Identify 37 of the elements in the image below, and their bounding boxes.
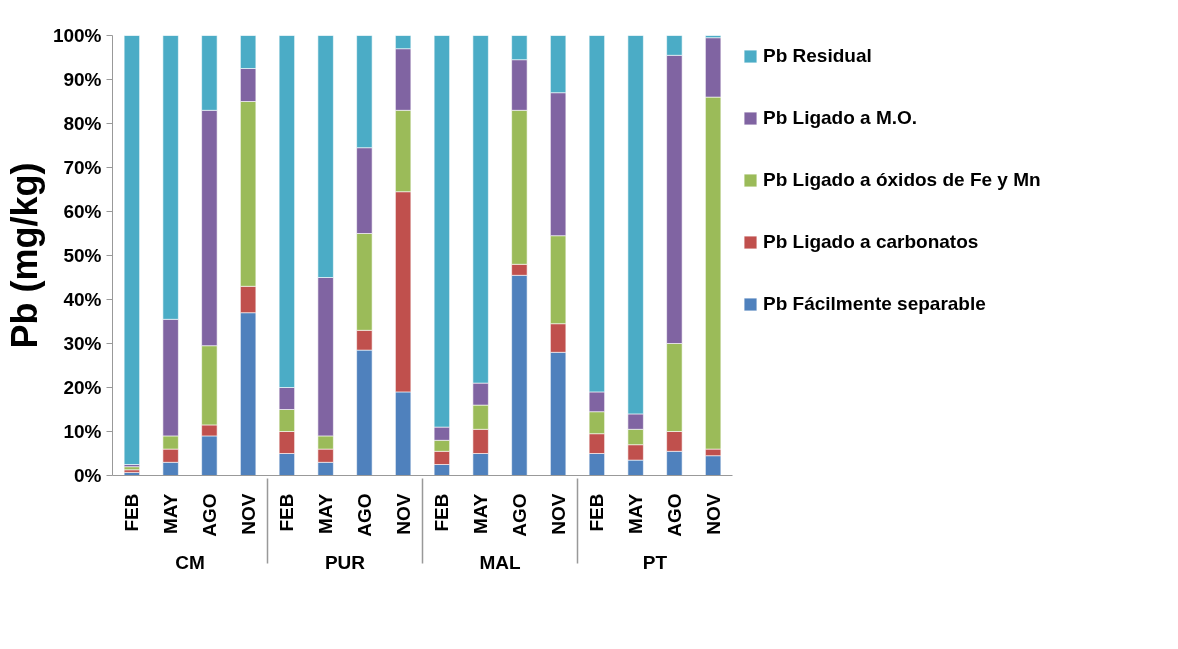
y-axis-title: Pb (mg/kg) <box>3 162 45 349</box>
y-tick-label: 90% <box>63 69 102 90</box>
y-tick-label: 60% <box>63 201 102 222</box>
x-tick-label: MAY <box>315 493 337 534</box>
x-tick-label: AGO <box>508 493 530 537</box>
y-tick-label: 30% <box>63 333 102 354</box>
x-tick-label: NOV <box>547 493 569 535</box>
y-tick-label: 70% <box>63 157 102 178</box>
text: PT <box>642 551 668 573</box>
y-tick-label: 40% <box>63 289 102 310</box>
x-tick-label: FEB <box>276 493 298 532</box>
y-tick-label: 10% <box>63 421 102 442</box>
legend-label: Pb Ligado a carbonatos <box>763 231 979 253</box>
x-tick-label: MAY <box>625 493 647 534</box>
x-tick-label: AGO <box>353 493 375 537</box>
x-tick-label: NOV <box>392 493 414 535</box>
x-tick-label: MAY <box>160 493 182 534</box>
x-tick-label: AGO <box>663 493 685 537</box>
x-tick-label: FEB <box>586 493 608 532</box>
text: PUR <box>324 551 366 573</box>
x-tick-label: AGO <box>198 493 220 537</box>
y-tick-label: 0% <box>74 465 102 486</box>
y-tick-label: 50% <box>63 245 102 266</box>
legend-label: Pb Residual <box>763 45 872 67</box>
legend-label: Pb Fácilmente separable <box>763 293 986 315</box>
x-tick-label: FEB <box>431 493 453 532</box>
text: MAL <box>479 551 521 573</box>
text: CM <box>175 551 205 573</box>
x-tick-label: NOV <box>237 493 259 535</box>
y-tick-label: 100% <box>52 25 102 46</box>
x-tick-label: MAY <box>470 493 492 534</box>
x-tick-label: NOV <box>702 493 724 535</box>
legend-label: Pb Ligado a M.O. <box>763 107 918 129</box>
legend-label: Pb Ligado a óxidos de Fe y Mn <box>763 169 1041 191</box>
y-tick-label: 80% <box>63 113 102 134</box>
y-tick-label: 20% <box>63 377 102 398</box>
x-tick-label: FEB <box>121 493 143 532</box>
